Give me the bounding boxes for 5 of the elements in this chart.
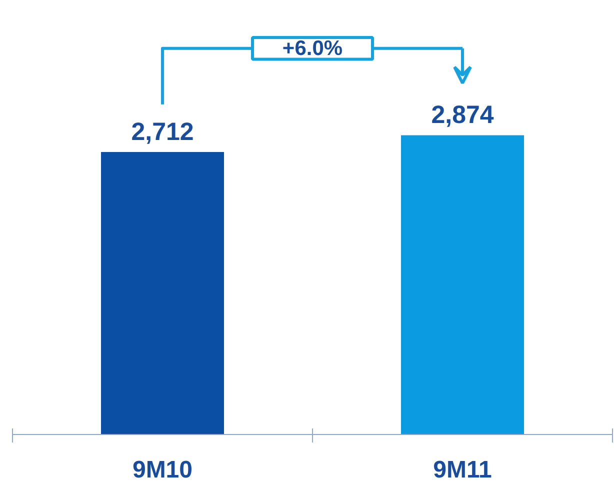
data-label: 2,874 <box>431 101 494 130</box>
x-tick-label: 9M11 <box>433 456 492 484</box>
data-label: 2,712 <box>131 118 194 146</box>
text: +6.0% <box>282 36 343 60</box>
x-tick-label: 9M10 <box>132 456 193 484</box>
